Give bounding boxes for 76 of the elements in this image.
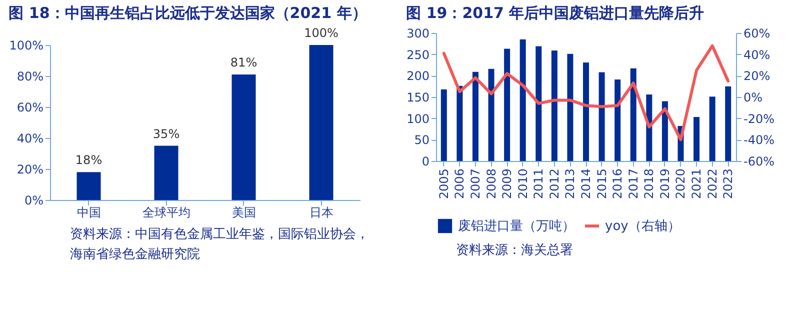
x-tick-label: 2014	[579, 168, 593, 200]
bar	[309, 45, 334, 200]
y2-tick-label: -20%	[744, 112, 775, 126]
bar	[662, 101, 668, 161]
x-tick-label: 2010	[516, 168, 530, 200]
x-tick-label: 2021	[690, 168, 704, 200]
x-tick-label: 2023	[721, 168, 736, 200]
bar	[709, 96, 716, 161]
chart-title: 图 18：中国再生铝占比远低于发达国家（2021 年）	[8, 4, 367, 22]
x-tick-label: 2015	[594, 168, 609, 200]
x-tick-label: 2022	[705, 168, 720, 200]
legend-label: yoy（右轴）	[605, 219, 680, 234]
bar	[504, 48, 510, 161]
bar	[154, 146, 178, 200]
y-tick-label: 250	[406, 48, 430, 62]
bar	[536, 46, 542, 161]
y2-tick-label: 60%	[744, 26, 770, 40]
x-tick-label: 2017	[626, 168, 640, 200]
y-tick-label: 100	[406, 112, 430, 126]
bar	[456, 86, 463, 161]
data-label: 100%	[304, 26, 338, 40]
y-tick-label: 50	[414, 133, 430, 148]
bar	[694, 117, 700, 161]
bar	[232, 74, 256, 200]
y-tick-label: 100%	[9, 38, 44, 52]
x-tick-label: 日本	[309, 206, 334, 220]
y2-tick-label: 20%	[744, 69, 770, 84]
chart-title: 图 19：2017 年后中国废铝进口量先降后升	[406, 4, 704, 22]
bar	[440, 89, 447, 161]
x-tick-label: 2007	[468, 168, 482, 200]
y-tick-label: 0	[422, 154, 430, 168]
bar	[614, 80, 621, 161]
x-tick-label: 2018	[642, 168, 656, 200]
x-tick-label: 美国	[232, 206, 256, 220]
x-tick-label: 2013	[563, 168, 578, 200]
data-label: 35%	[152, 126, 180, 141]
y2-tick-label: -60%	[744, 154, 775, 168]
y-tick-label: 200	[406, 69, 430, 84]
bar	[646, 94, 652, 161]
bar	[567, 54, 574, 161]
y-tick-label: 0%	[24, 194, 44, 208]
bar	[583, 62, 589, 161]
x-tick-label: 2009	[500, 168, 514, 200]
y-tick-label: 60%	[16, 100, 44, 114]
line-series	[442, 44, 730, 142]
bar	[472, 72, 478, 161]
bar	[520, 39, 526, 161]
x-tick-label: 2012	[547, 168, 562, 200]
bar	[551, 50, 558, 161]
x-tick-label: 2019	[658, 168, 672, 200]
y2-tick-label: 0%	[744, 90, 763, 104]
y-tick-label: 80%	[16, 70, 44, 84]
x-tick-label: 2020	[674, 168, 688, 200]
bar	[76, 172, 101, 200]
data-label: 18%	[75, 153, 102, 168]
x-tick-label: 全球平均	[142, 206, 190, 220]
x-tick-label: 中国	[76, 206, 101, 220]
bar	[488, 68, 494, 161]
y-tick-label: 150	[406, 90, 430, 104]
y-tick-label: 300	[406, 26, 430, 40]
bar	[630, 68, 636, 161]
x-tick-label: 2008	[484, 168, 498, 200]
legend-label: 废铝进口量（万吨）	[458, 219, 575, 234]
x-tick-label: 2006	[452, 168, 467, 200]
data-label: 81%	[230, 55, 258, 70]
bar	[725, 86, 732, 161]
x-tick-label: 2005	[436, 168, 451, 200]
y-tick-label: 20%	[16, 162, 44, 176]
x-tick-label: 2011	[532, 168, 546, 200]
y2-tick-label: -40%	[744, 133, 775, 148]
bar	[598, 72, 605, 161]
text: 资料来源：中国有色金属工业年鉴，国际铝业协会，海南省绿色金融研究院	[70, 227, 369, 262]
x-tick-label: 2016	[610, 168, 625, 200]
text: 资料来源：海关总署	[456, 243, 573, 258]
y-tick-label: 40%	[16, 132, 44, 146]
y2-tick-label: 40%	[744, 48, 770, 62]
